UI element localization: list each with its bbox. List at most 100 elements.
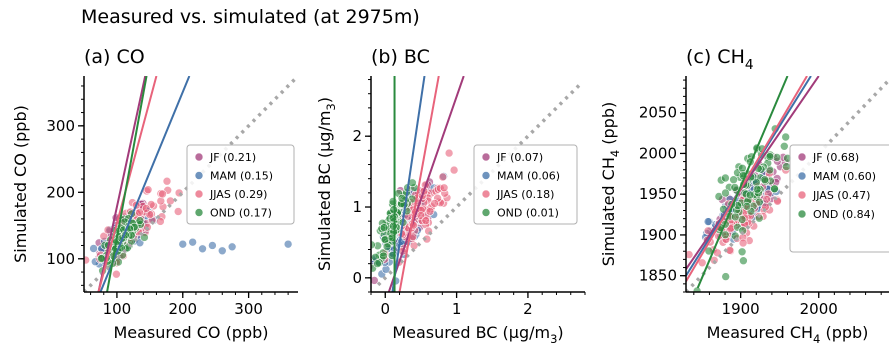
legend-label-JF: JF (0.07) <box>496 151 543 164</box>
plot-area <box>686 76 889 292</box>
point-JJAS <box>84 255 90 265</box>
legend-label-MAM: MAM (0.06) <box>497 170 560 183</box>
point-OND <box>730 183 740 192</box>
y-tick-label: 1950 <box>639 185 677 203</box>
point-OND <box>388 213 398 223</box>
point-OND <box>738 164 747 173</box>
legend-marker-JF <box>194 152 204 162</box>
point-JF <box>371 276 379 285</box>
point-MAM <box>217 246 227 256</box>
point-JJAS <box>158 189 167 199</box>
point-OND <box>714 192 724 201</box>
point-OND <box>779 142 789 151</box>
y-tick-label: 1850 <box>639 267 677 285</box>
point-OND <box>720 230 730 240</box>
point-JJAS <box>135 208 144 217</box>
x-tick-label: 200 <box>168 300 197 318</box>
panel-title: (b) BC <box>371 46 430 68</box>
point-JJAS <box>166 196 175 206</box>
point-OND <box>754 197 764 207</box>
fit-line-MAM <box>391 76 426 292</box>
point-OND <box>379 223 389 232</box>
point-JJAS <box>174 188 184 198</box>
point-JJAS <box>112 269 121 279</box>
y-tick-label: 2 <box>352 127 362 145</box>
y-tick-label: 1900 <box>639 226 677 244</box>
x-axis-label: Measured CO (ppb) <box>113 323 268 342</box>
point-OND <box>721 173 730 183</box>
x-axis-label: Measured CH4 (ppb) <box>707 323 869 346</box>
point-OND <box>737 247 747 257</box>
y-tick-label: 2000 <box>639 144 677 162</box>
panel-title: (c) CH4 <box>686 46 754 73</box>
legend-marker-OND <box>481 208 491 217</box>
point-JJAS <box>141 204 151 213</box>
point-JJAS <box>156 217 165 226</box>
point-MAM <box>227 242 237 252</box>
point-OND <box>739 256 748 266</box>
point-JJAS <box>697 258 707 268</box>
legend: JF (0.07) MAM (0.06) JJAS (0.18) OND (0.01) <box>473 144 578 225</box>
y-tick-label: 300 <box>46 117 75 135</box>
point-MAM <box>198 244 207 254</box>
plot-area <box>84 76 296 292</box>
point-JJAS <box>438 172 448 182</box>
legend: JF (0.21) MAM (0.15) JJAS (0.29) OND (0.17) <box>186 144 295 225</box>
x-tick-label: 2000 <box>800 300 838 318</box>
point-OND <box>379 251 388 261</box>
legend-marker-JJAS <box>194 189 204 199</box>
fit-line-JF <box>97 76 147 292</box>
legend-marker-MAM <box>481 171 491 180</box>
legend-label-MAM: MAM (0.60) <box>813 170 876 183</box>
point-OND <box>730 212 740 222</box>
panel-0: 100 200 300 100 200 300 (a) CO Measured CO (ppb… <box>11 46 298 342</box>
legend-label-JJAS: JJAS (0.18) <box>496 188 554 201</box>
legend-marker-JJAS <box>797 190 807 200</box>
point-JJAS <box>449 165 459 175</box>
point-OND <box>135 216 145 225</box>
legend-box <box>186 144 295 225</box>
point-MAM <box>363 252 371 260</box>
point-OND <box>765 152 775 161</box>
y-tick-label: 0 <box>352 269 362 287</box>
fit-line-MAM <box>99 76 191 292</box>
x-axis-label: Measured BC (μg/m3) <box>392 323 563 346</box>
legend: JF (0.68) MAM (0.60) JJAS (0.47) OND (0.84) <box>789 144 889 253</box>
identity-line <box>686 78 889 292</box>
legend-label-JF: JF (0.21) <box>209 151 256 164</box>
x-tick-label: 300 <box>234 300 263 318</box>
point-OND <box>770 184 779 194</box>
point-MAM <box>178 239 188 249</box>
point-OND <box>742 202 752 211</box>
point-JJAS <box>425 207 435 216</box>
point-JJAS <box>162 176 172 186</box>
point-JJAS <box>173 207 183 216</box>
fit-line-JJAS <box>398 76 440 292</box>
fit-line-JF <box>686 76 820 270</box>
legend-marker-JF <box>797 152 807 162</box>
fit-line-JJAS <box>686 76 808 282</box>
panel-title: (a) CO <box>84 46 145 68</box>
point-OND <box>388 221 398 231</box>
x-tick-label: 1 <box>452 300 462 318</box>
point-JJAS <box>439 183 449 193</box>
legend-label-MAM: MAM (0.15) <box>210 170 273 183</box>
point-MAM <box>283 239 293 249</box>
point-OND <box>721 272 731 281</box>
y-tick-label: 1 <box>352 198 362 216</box>
panel-2: 1900 2000 1850 1900 1950 2000 2050 (c) CH4 Measu… <box>599 46 889 346</box>
figure-suptitle: Measured vs. simulated (at 2975m) <box>81 6 420 28</box>
plot-area <box>363 76 583 292</box>
point-MAM <box>89 244 98 253</box>
point-OND <box>752 184 762 194</box>
legend-box <box>789 144 889 253</box>
point-JJAS <box>762 195 771 204</box>
legend-label-OND: OND (0.84) <box>813 208 875 221</box>
point-OND <box>729 175 738 184</box>
fit-line-OND <box>106 76 148 292</box>
point-JJAS <box>430 199 439 208</box>
point-JJAS <box>99 231 109 241</box>
point-OND <box>745 190 755 200</box>
legend-label-JJAS: JJAS (0.29) <box>209 188 267 201</box>
